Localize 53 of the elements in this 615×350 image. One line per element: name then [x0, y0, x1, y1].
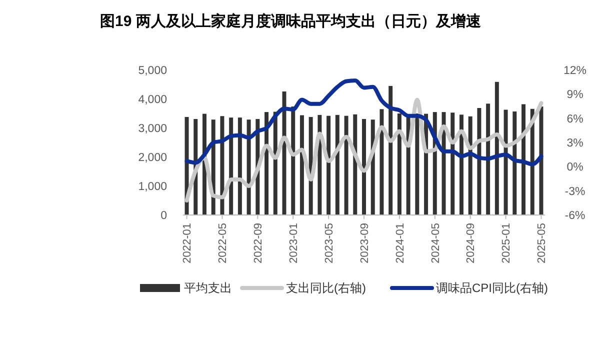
y-tick-label: 3,000 — [138, 123, 167, 136]
y2-tick-label: 9% — [566, 89, 584, 102]
bar — [397, 114, 402, 215]
chart-title: 图19 两人及以上家庭月度调味品平均支出（日元）及增速 — [100, 12, 482, 30]
bar — [291, 106, 296, 215]
x-tick-label: 2024-01 — [394, 223, 406, 264]
legend-label: 调味品CPI同比(右轴) — [436, 281, 548, 296]
x-tick-label: 2025-05 — [536, 223, 548, 264]
bar — [238, 118, 242, 215]
y2-tick-label: 3% — [566, 138, 584, 150]
bar — [539, 106, 544, 215]
y2-tick-label: 0% — [566, 162, 584, 174]
bar — [512, 111, 517, 215]
x-tick-label: 2023-01 — [288, 223, 300, 264]
bar — [486, 104, 490, 215]
y-tick-label: 4,000 — [138, 94, 167, 106]
bar — [335, 114, 340, 215]
y-tick-label: 2,000 — [138, 152, 167, 164]
bar — [415, 114, 420, 215]
x-tick-label: 2022-01 — [182, 223, 194, 264]
y-tick-label: 0 — [160, 210, 167, 222]
x-tick-label: 2024-09 — [465, 223, 478, 264]
bar — [246, 120, 251, 215]
bar — [380, 109, 384, 215]
line-series — [184, 98, 544, 202]
bar — [504, 110, 508, 215]
bar — [300, 115, 304, 215]
bar — [494, 82, 499, 215]
bar — [326, 116, 331, 215]
y2-tick-label: 12% — [563, 65, 587, 78]
legend-label: 平均支出 — [184, 281, 232, 296]
bar — [522, 104, 526, 215]
y-tick-label: 5,000 — [138, 65, 167, 78]
x-tick-label: 2025-01 — [500, 223, 513, 264]
x-tick-label: 2024-05 — [430, 223, 442, 264]
bar — [353, 114, 358, 215]
x-tick-label: 2022-09 — [252, 223, 265, 264]
y2-tick-label: -6% — [564, 210, 586, 222]
x-tick-label: 2023-05 — [323, 223, 336, 264]
line-series — [184, 78, 544, 166]
bar — [477, 108, 482, 215]
x-tick-label: 2023-09 — [358, 223, 371, 264]
y2-tick-label: -3% — [564, 186, 586, 198]
bar — [229, 118, 234, 215]
bar — [362, 119, 366, 215]
y2-tick-label: 6% — [566, 113, 584, 126]
bar — [450, 112, 455, 215]
x-tick-label: 2022-05 — [217, 223, 230, 264]
legend-label: 支出同比(右轴) — [286, 281, 366, 296]
y-tick-label: 1,000 — [138, 181, 167, 194]
bar — [459, 114, 464, 215]
bar — [388, 86, 393, 215]
bar — [344, 116, 348, 215]
